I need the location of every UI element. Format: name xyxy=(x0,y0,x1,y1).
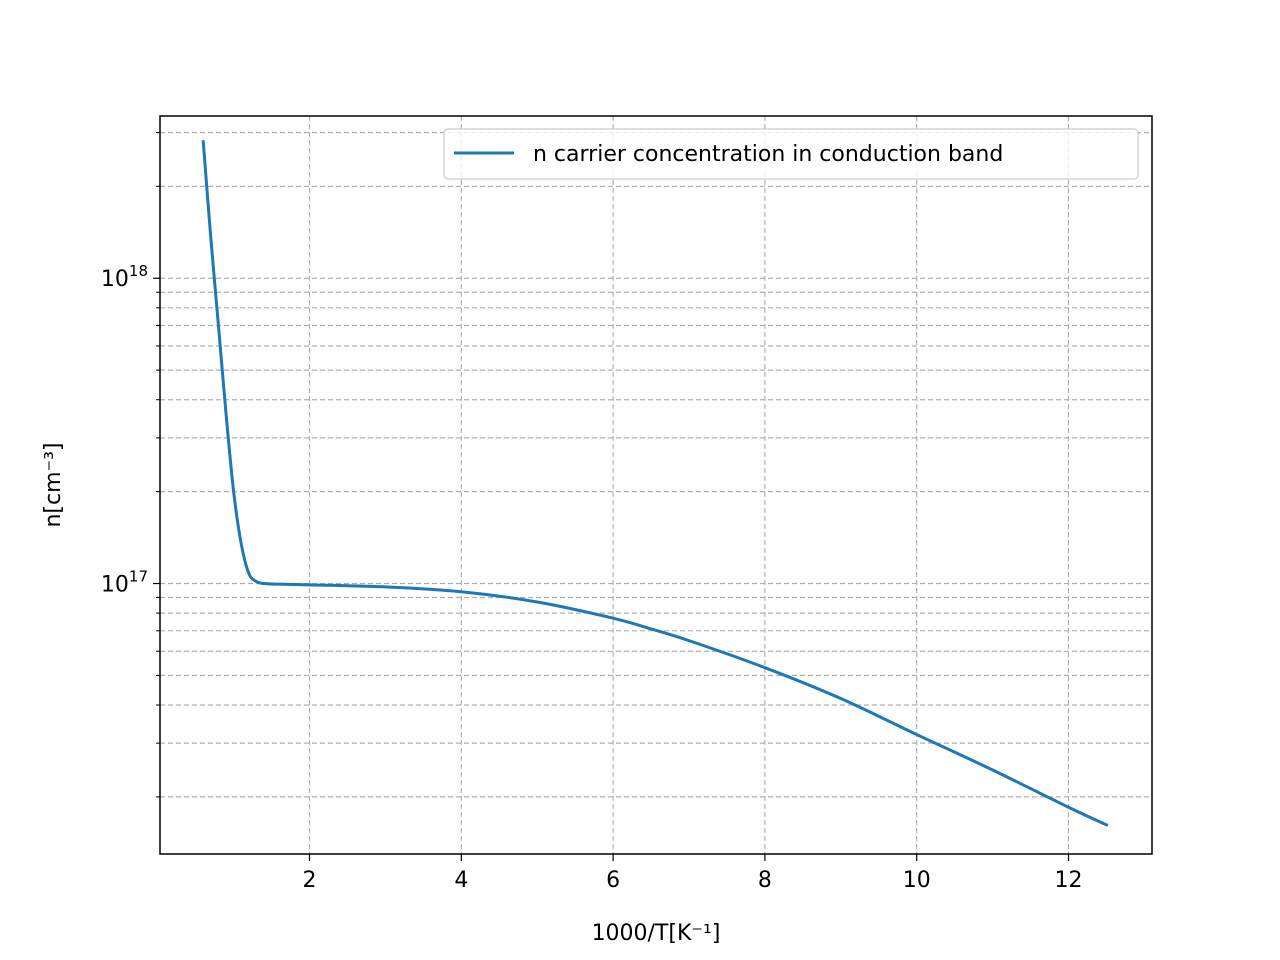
series-layer xyxy=(201,140,1109,827)
x-tick-label: 2 xyxy=(303,868,317,893)
plot-area xyxy=(160,116,1152,854)
x-axis-label: 1000/T[K⁻¹] xyxy=(592,921,721,946)
y-tick-label: 1017 xyxy=(101,568,148,598)
x-tick-label: 12 xyxy=(1055,868,1083,893)
x-tick-label: 6 xyxy=(606,868,620,893)
legend-label: n carrier concentration in conduction ba… xyxy=(533,142,1003,167)
series-line xyxy=(201,140,1109,827)
y-axis-label: n[cm⁻³] xyxy=(41,442,66,527)
legend: n carrier concentration in conduction ba… xyxy=(443,128,1139,180)
y-tick-label: 1018 xyxy=(101,262,148,292)
x-tick-label: 4 xyxy=(454,868,468,893)
legend-frame xyxy=(443,128,1139,180)
plot-frame xyxy=(159,115,1153,855)
ticks: 2 4 6 8 10 12 1017 1018 xyxy=(101,132,1083,893)
x-tick-label: 10 xyxy=(903,868,931,893)
x-tick-label: 8 xyxy=(758,868,772,893)
